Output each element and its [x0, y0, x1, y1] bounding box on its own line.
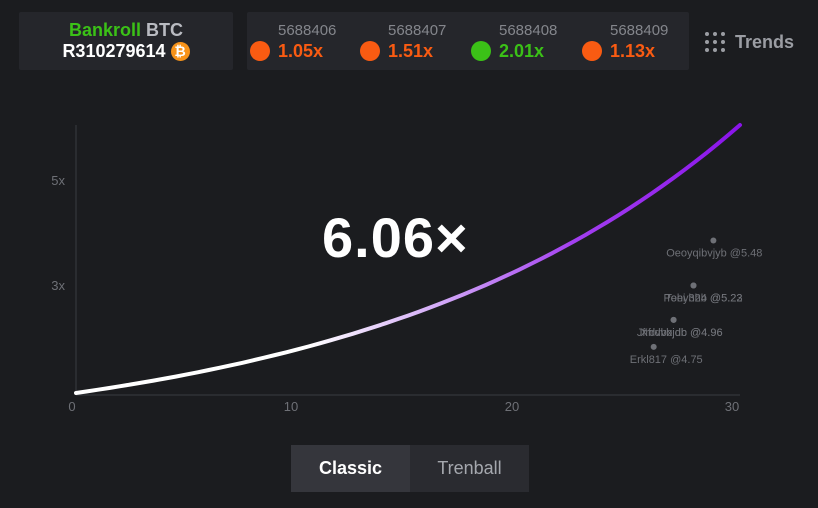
status-dot-icon	[471, 41, 491, 61]
x-tick-label: 10	[284, 399, 298, 414]
round-id: 5688406	[278, 22, 337, 39]
mode-tabs: Classic Trenball	[291, 445, 529, 492]
y-tick-label: 5x	[51, 173, 65, 188]
x-tick-label: 0	[68, 399, 75, 414]
current-multiplier: 6.06×	[322, 206, 469, 269]
cashout-label: Jfrdvbxjdb @4.96	[637, 327, 723, 339]
grid-dots-icon	[705, 32, 725, 52]
bankroll-panel[interactable]: Bankroll BTC R310279614 ₿	[19, 12, 233, 70]
round-id: 5688408	[499, 22, 558, 39]
round-history: 5688406 1.05x 5688407 1.51x 5688408 2.01…	[247, 12, 689, 70]
bankroll-title: Bankroll BTC	[69, 20, 183, 41]
bankroll-id: R310279614	[62, 41, 166, 61]
trends-button[interactable]: Trends	[705, 29, 794, 55]
y-tick-label: 3x	[51, 278, 65, 293]
cashout-dot	[690, 282, 697, 289]
status-dot-icon	[250, 41, 270, 61]
cashout-dot	[650, 343, 657, 350]
round-multiplier: 2.01x	[499, 41, 545, 61]
bankroll-currency: BTC	[146, 20, 184, 40]
tab-trenball[interactable]: Trenball	[437, 458, 502, 478]
round-multiplier: 1.05x	[278, 41, 324, 61]
round-id: 5688409	[610, 22, 669, 39]
bankroll-label: Bankroll	[68, 20, 141, 40]
status-dot-icon	[582, 41, 602, 61]
trends-label: Trends	[735, 31, 795, 52]
x-tick-label: 20	[505, 399, 519, 414]
bitcoin-icon: ₿	[170, 42, 190, 61]
status-dot-icon	[360, 41, 380, 61]
multiplier-chart: 0 10 20 30 5x 3x Oeoyqibvjyb @5.48 Poeyhh…	[51, 123, 762, 414]
tab-classic[interactable]: Classic	[291, 445, 410, 492]
round-id: 5688407	[388, 22, 447, 39]
cashout-label: Poeyhhb @5.23	[663, 293, 742, 305]
round-multiplier: 1.13x	[610, 41, 656, 61]
cashout-label: Xfrdvbjdb @4.96	[640, 327, 722, 339]
x-tick-label: 30	[725, 399, 739, 414]
cashout-label: Tehi 324 @5.22	[665, 293, 742, 305]
cashout-label: Erkl817 @4.75	[630, 354, 703, 366]
round-multiplier: 1.51x	[388, 41, 434, 61]
cashout-dot	[710, 237, 717, 244]
cashout-label: Oeoyqibvjyb @5.48	[666, 248, 762, 260]
cashout-dot	[670, 316, 677, 323]
multiplier-curve	[74, 123, 742, 395]
